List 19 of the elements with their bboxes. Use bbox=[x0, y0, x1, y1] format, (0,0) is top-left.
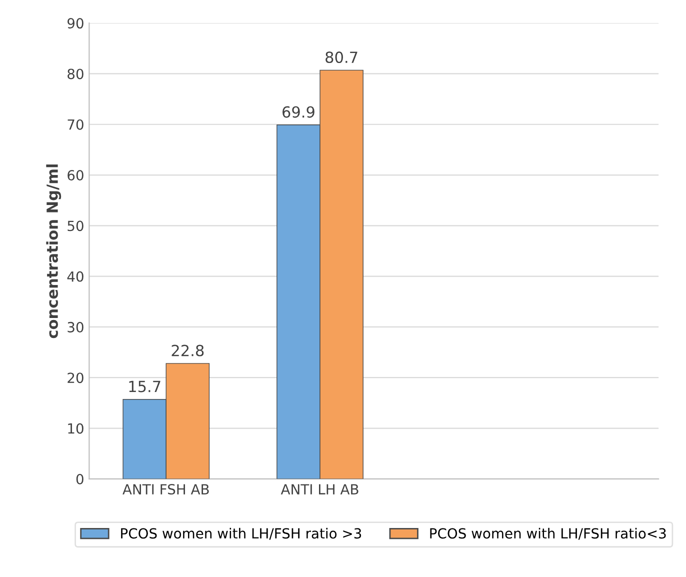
x-tick-label: ANTI LH AB bbox=[280, 484, 358, 494]
legend-label: PCOS women with LH/FSH ratio >3 bbox=[121, 528, 362, 540]
y-tick-label: 40 bbox=[67, 271, 84, 282]
y-tick-label: 90 bbox=[68, 18, 84, 29]
y-tick-label: 20 bbox=[68, 372, 84, 384]
y-tick-label: 0 bbox=[76, 474, 84, 484]
data-label: 15.7 bbox=[129, 380, 160, 392]
data-label: 69.9 bbox=[282, 106, 314, 118]
y-tick-label: 70 bbox=[68, 119, 84, 130]
y-tick-label: 80 bbox=[68, 68, 84, 80]
y-tick-label: 50 bbox=[68, 220, 84, 232]
y-axis-title: concentration Ng/ml bbox=[46, 164, 62, 338]
x-tick-label: ANTI FSH AB bbox=[122, 484, 209, 495]
data-label: 80.7 bbox=[326, 52, 358, 64]
y-tick-label: 30 bbox=[68, 322, 84, 332]
legend-label: PCOS women with LH/FSH ratio<3 bbox=[430, 528, 666, 540]
y-tick-label: 60 bbox=[68, 170, 84, 180]
y-tick-label: 10 bbox=[68, 423, 84, 434]
data-label: 22.8 bbox=[172, 344, 204, 356]
